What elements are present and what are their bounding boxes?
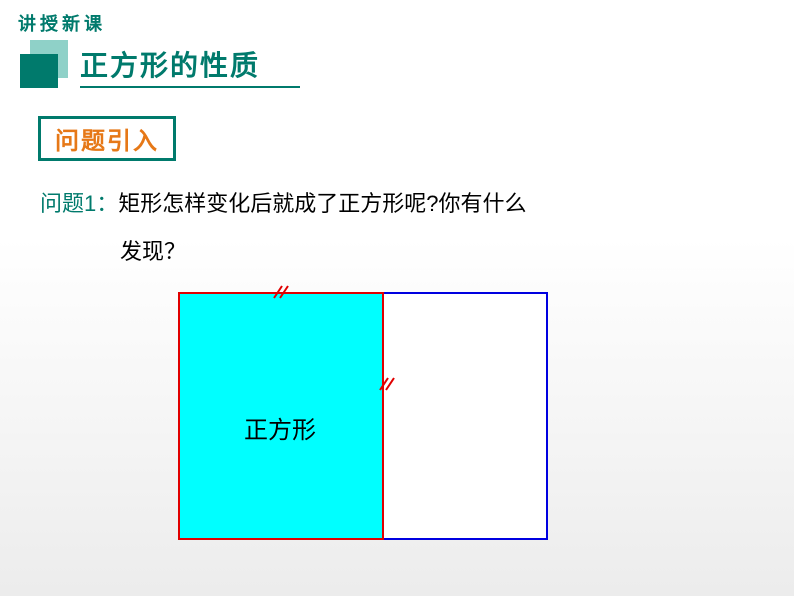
section-title: 正方形的性质 [80,44,300,88]
question-number: 问题1： [40,191,118,216]
intro-label: 问题引入 [55,128,159,155]
question-text-2: 发现？ [120,228,754,276]
question-text-1: 矩形怎样变化后就成了正方形呢?你有什么 [118,191,526,216]
tick-mark-top [272,284,292,300]
figure-area: 正方形 [178,292,558,552]
tick-mark-right [378,376,398,392]
square-label: 正方形 [244,410,316,445]
title-block-icon [20,40,68,88]
icon-front-rect [20,54,58,88]
title-row: 正方形的性质 [20,40,300,88]
header-label: 讲授新课 [18,10,106,36]
question-block: 问题1：矩形怎样变化后就成了正方形呢?你有什么 发现？ [40,180,754,277]
overlap-squares-icon [20,40,68,88]
question-line1: 问题1：矩形怎样变化后就成了正方形呢?你有什么 [40,180,754,228]
intro-box: 问题引入 [38,116,176,161]
